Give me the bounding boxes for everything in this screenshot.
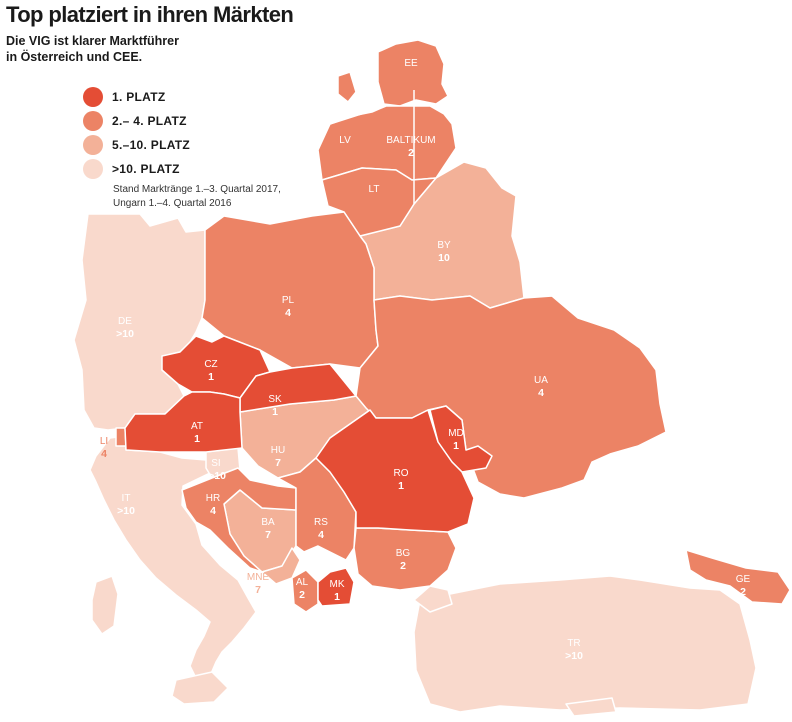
label-sk-rank: 1	[272, 406, 278, 418]
legend: 1. PLATZ 2.– 4. PLATZ 5.–10. PLATZ >10. …	[83, 85, 190, 181]
region-ge	[685, 549, 791, 605]
label-by-rank: 10	[438, 252, 450, 264]
label-ba-code: BA	[261, 517, 275, 528]
label-baltikum-rank: 2	[408, 147, 414, 159]
legend-swatch-rank1	[83, 87, 103, 107]
legend-swatch-rank5-10	[83, 135, 103, 155]
label-hr-code: HR	[206, 493, 220, 504]
label-li-code: LI	[100, 436, 108, 447]
source-note-line-1: Stand Marktränge 1.–3. Quartal 2017,	[113, 184, 281, 195]
region-tr	[413, 575, 757, 713]
label-lt-code: LT	[369, 184, 380, 195]
label-ro-code: RO	[394, 468, 409, 479]
label-at-rank: 1	[194, 433, 200, 445]
region-ee	[377, 39, 449, 107]
label-hr-rank: 4	[210, 505, 216, 517]
legend-label: 5.–10. PLATZ	[112, 138, 191, 152]
label-ge-rank: 2	[740, 586, 746, 598]
label-ro-rank: 1	[398, 480, 404, 492]
label-pl-rank: 4	[285, 307, 291, 319]
label-rs-rank: 4	[318, 529, 324, 541]
label-rs-code: RS	[314, 517, 328, 528]
label-by-code: BY	[437, 240, 451, 251]
label-sk-code: SK	[268, 394, 282, 405]
region-sk	[239, 363, 357, 413]
island-sicily	[171, 671, 229, 705]
label-hu-code: HU	[271, 445, 285, 456]
label-bg-rank: 2	[400, 560, 406, 572]
label-si-rank: >10	[208, 470, 226, 482]
label-cz-code: CZ	[204, 359, 217, 370]
region-tr-europe	[413, 585, 453, 613]
label-hu-rank: 7	[275, 457, 281, 469]
label-al-rank: 2	[299, 589, 305, 601]
island-cyprus	[565, 697, 617, 717]
page-title: Top platziert in ihren Märkten	[6, 2, 294, 27]
legend-swatch-rank2-4	[83, 111, 103, 131]
label-tr-code: TR	[567, 638, 580, 649]
label-bg-code: BG	[396, 548, 411, 559]
label-mk-rank: 1	[334, 591, 340, 603]
ee-lv-border	[329, 105, 387, 125]
region-mne	[261, 547, 301, 585]
region-at	[124, 391, 243, 453]
page-subtitle: Die VIG ist klarer Marktführer in Österr…	[6, 33, 179, 65]
label-lv-code: LV	[339, 135, 351, 146]
subtitle-line-2: in Österreich und CEE.	[6, 50, 143, 64]
legend-item-rank2-4: 2.– 4. PLATZ	[83, 109, 190, 133]
legend-item-rank5-10: 5.–10. PLATZ	[83, 133, 190, 157]
label-si-code: SI	[211, 458, 220, 469]
label-it-rank: >10	[117, 505, 135, 517]
label-tr-rank: >10	[565, 650, 583, 662]
label-ua-code: UA	[534, 375, 548, 386]
region-bg	[353, 527, 457, 591]
label-de-code: DE	[118, 316, 132, 327]
label-ee-code: EE	[404, 58, 418, 69]
label-pl-code: PL	[282, 295, 295, 306]
legend-label: >10. PLATZ	[112, 162, 180, 176]
island-sardinia	[91, 575, 119, 635]
label-at-code: AT	[191, 421, 203, 432]
label-mne-rank: 7	[255, 584, 261, 596]
region-ro	[315, 409, 475, 533]
label-de-rank: >10	[116, 328, 134, 340]
region-hr	[181, 467, 297, 573]
label-al-code: AL	[296, 577, 309, 588]
label-ba-rank: 7	[265, 529, 271, 541]
subtitle-line-1: Die VIG ist klarer Marktführer	[6, 34, 179, 48]
source-note-line-2: Ungarn 1.–4. Quartal 2016	[113, 198, 232, 209]
label-md-rank: 1	[453, 440, 459, 452]
label-baltikum-code: BALTIKUM	[386, 135, 435, 146]
island-saaremaa	[337, 71, 357, 103]
label-ua-rank: 4	[538, 387, 544, 399]
legend-item-rank-gt10: >10. PLATZ	[83, 157, 190, 181]
region-al	[291, 569, 319, 613]
label-cz-rank: 1	[208, 371, 214, 383]
legend-item-rank1: 1. PLATZ	[83, 85, 190, 109]
label-li-rank: 4	[101, 448, 107, 460]
label-mk-code: MK	[330, 579, 345, 590]
label-md-code: MD	[448, 428, 464, 439]
label-mne-code: MNE	[247, 572, 270, 583]
legend-label: 1. PLATZ	[112, 90, 166, 104]
legend-label: 2.– 4. PLATZ	[112, 114, 187, 128]
region-mk	[317, 567, 355, 607]
label-it-code: IT	[122, 493, 131, 504]
legend-swatch-rank-gt10	[83, 159, 103, 179]
source-note: Stand Marktränge 1.–3. Quartal 2017, Ung…	[113, 183, 281, 211]
label-ge-code: GE	[736, 574, 751, 585]
